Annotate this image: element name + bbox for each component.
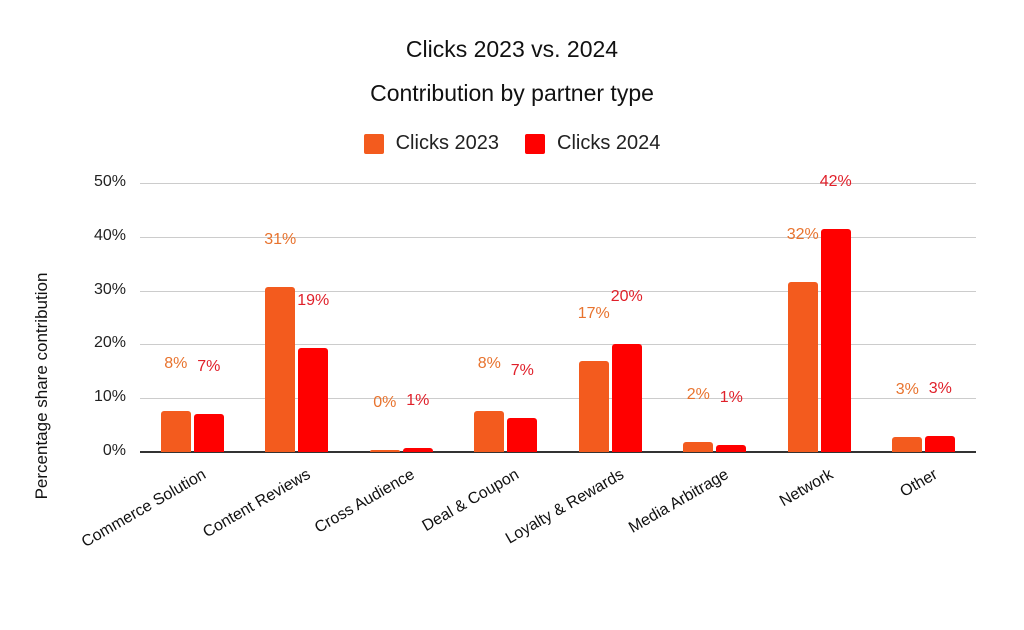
y-axis-label: Percentage share contribution [32,272,51,500]
data-label: 17% [577,305,610,323]
bar-2023[interactable] [578,361,609,452]
data-label: 19% [297,292,330,310]
bar-2023[interactable] [892,437,923,452]
x-axis-line [140,451,976,453]
bar-2023[interactable] [474,411,505,452]
data-label: 2% [686,386,710,404]
bar-2023[interactable] [160,411,191,452]
data-label: 31% [264,230,297,248]
x-tick-label: Loyalty & Rewards [502,466,627,548]
data-label: 8% [164,355,188,373]
data-label: 42% [819,172,852,190]
legend-swatch-2023 [363,133,384,154]
bar-2024[interactable] [611,343,642,452]
legend-swatch-2024 [525,133,545,154]
bar-2023[interactable] [369,449,400,452]
x-tick-label: Deal & Coupon [419,466,523,535]
y-tick-label: 40% [93,226,126,244]
data-label: 32% [786,225,819,243]
gridline [140,183,976,184]
bar-2024[interactable] [716,445,747,452]
bar-2024[interactable] [820,228,851,452]
x-tick-label: Cross Audience [312,466,418,537]
x-tick-label: Other [897,466,941,501]
bar-2024[interactable] [507,417,538,452]
data-label: 1% [406,392,430,410]
y-tick-label: 20% [93,334,126,352]
chart-title: Clicks 2023 vs. 2024 [405,36,619,62]
y-tick-label: 30% [93,280,126,298]
data-label: 8% [477,355,501,373]
x-tick-label: Content Reviews [200,466,314,542]
data-label: 0% [373,393,397,411]
bar-2023[interactable] [265,286,296,452]
gridline [140,290,976,292]
bar-2024[interactable] [298,348,329,452]
data-label: 3% [895,381,919,399]
legend-label-2024: Clicks 2024 [557,132,661,154]
legend-item-2023[interactable]: Clicks 2023 [363,132,499,155]
data-label: 3% [928,379,952,397]
legend-label-2023: Clicks 2023 [395,132,499,154]
data-label: 7% [197,358,221,376]
data-label: 20% [610,287,643,305]
gridline [140,344,976,346]
y-tick-label: 0% [102,442,126,459]
gridline [140,398,976,400]
gridline [140,236,976,238]
bar-2023[interactable] [683,442,714,452]
legend-item-2024[interactable]: Clicks 2024 [525,132,660,155]
y-tick-label: 10% [93,388,126,406]
bar-2024[interactable] [402,448,433,452]
data-label: 7% [510,361,534,379]
x-tick-label: Commerce Solution [78,466,209,551]
bar-2024[interactable] [193,414,224,452]
bar-2024[interactable] [925,435,956,452]
x-tick-label: Network [776,466,836,511]
bar-2023[interactable] [787,281,818,452]
x-tick-label: Media Arbitrage [625,466,732,537]
chart-subtitle: Contribution by partner type [370,80,654,106]
y-tick-label: 50% [93,173,126,190]
data-label: 1% [719,389,743,406]
legend: Clicks 2023 Clicks 2024 [0,132,1024,155]
